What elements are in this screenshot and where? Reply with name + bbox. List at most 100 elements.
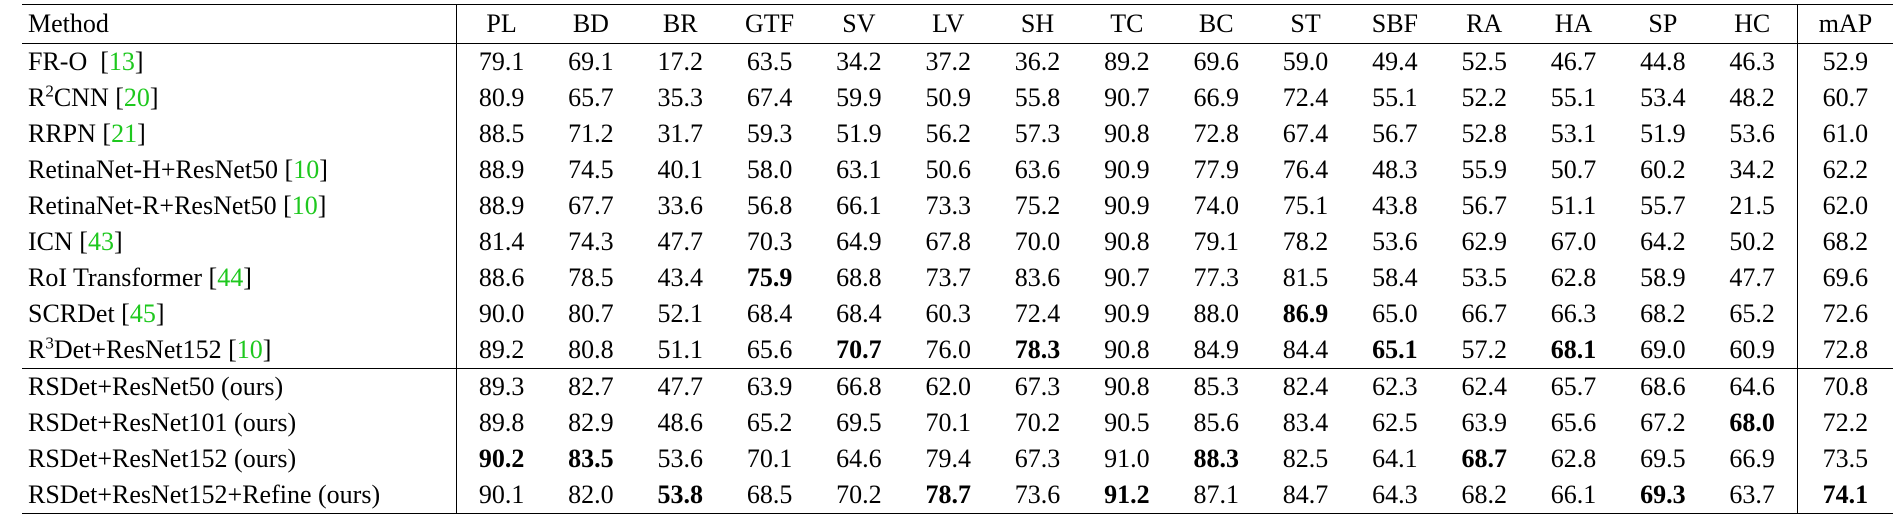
value-cell: 81.5: [1282, 263, 1329, 292]
value-cell: 65.1: [1372, 335, 1418, 364]
method-cell: SCRDet [45]: [22, 296, 457, 332]
value-cell: 72.6: [1796, 296, 1893, 332]
value-cell: 34.2: [836, 47, 882, 76]
column-header: HC: [1707, 4, 1798, 44]
value-cell: 73.6: [992, 477, 1083, 514]
value-cell: 55.7: [1640, 191, 1686, 220]
value-cell: 58.4: [1372, 263, 1418, 292]
method-text: ]: [113, 227, 123, 256]
value-cell: 64.1: [1372, 444, 1418, 473]
value-cell: 53.6: [1729, 119, 1775, 148]
value-cell: 65.2: [1729, 299, 1775, 328]
value-cell: 73.7: [925, 263, 971, 292]
value-cell: 72.8: [1796, 332, 1893, 369]
value-cell: 69.0: [1640, 335, 1686, 364]
value-cell: 63.1: [836, 155, 882, 184]
value-cell: 67.7: [568, 191, 614, 220]
table-row: R3Det+ResNet152 [10] 89.2 80.8 51.1 65.6 70.7…: [22, 332, 1893, 369]
citation: 44: [217, 263, 244, 292]
value-cell: 82.7: [546, 368, 636, 405]
value-cell: 83.4: [1282, 408, 1329, 437]
citation: 43: [87, 227, 114, 256]
value-cell: 90.2: [478, 444, 525, 473]
table-row: RSDet+ResNet101 (ours) 89.8 82.9 48.6 65.2 69…: [22, 405, 1893, 441]
value-cell: 80.7: [568, 299, 614, 328]
value-cell: 80.8: [568, 335, 614, 364]
value-cell: 69.3: [1618, 477, 1708, 514]
superscript: 2: [45, 81, 54, 101]
value-cell: 72.4: [1014, 299, 1061, 328]
value-cell: 88.0: [1193, 299, 1239, 328]
value-cell: 89.2: [478, 335, 525, 364]
column-header: SBF: [1350, 4, 1440, 44]
value-cell: 88.9: [478, 155, 525, 184]
value-cell: 66.1: [836, 191, 882, 220]
value-cell: 67.2: [1640, 408, 1686, 437]
value-cell: 59.9: [836, 83, 882, 112]
value-cell: 35.3: [657, 83, 703, 112]
value-cell: 62.4: [1439, 368, 1529, 405]
method-text: FR-O [: [28, 47, 109, 76]
method-text: RRPN [: [28, 119, 112, 148]
value-cell: 66.3: [1550, 299, 1597, 328]
value-cell: 36.2: [1014, 47, 1061, 76]
value-cell: 86.9: [1282, 299, 1329, 328]
method-text: R: [28, 83, 46, 112]
value-cell: 55.1: [1372, 83, 1418, 112]
value-cell: 64.3: [1350, 477, 1440, 514]
value-cell: 89.2: [1104, 47, 1150, 76]
value-cell: 63.9: [1461, 408, 1507, 437]
value-cell: 91.2: [1082, 477, 1172, 514]
column-header: Method: [22, 4, 457, 44]
method-cell: FR-O [13]: [22, 43, 457, 80]
value-cell: 77.3: [1193, 263, 1239, 292]
value-cell: 57.3: [1014, 119, 1061, 148]
column-header: PL: [456, 4, 547, 44]
value-cell: 52.9: [1796, 43, 1893, 80]
value-cell: 60.3: [925, 299, 971, 328]
method-cell: ICN [43]: [22, 224, 457, 260]
value-cell: 63.7: [1707, 477, 1798, 514]
value-cell: 66.9: [1729, 444, 1775, 473]
value-cell: 88.9: [478, 191, 525, 220]
method-cell: RRPN [21]: [22, 116, 457, 152]
table-row: RoI Transformer [44] 88.6 78.5 43.4 75.9 68.8…: [22, 260, 1893, 296]
value-cell: 64.6: [836, 444, 882, 473]
value-cell: 72.2: [1796, 405, 1893, 441]
value-cell: 53.6: [657, 444, 703, 473]
value-cell: 43.8: [1372, 191, 1418, 220]
value-cell: 74.5: [568, 155, 614, 184]
value-cell: 44.8: [1640, 47, 1686, 76]
value-cell: 70.2: [814, 477, 904, 514]
method-cell: RSDet+ResNet50 (ours): [22, 368, 457, 405]
value-cell: 72.8: [1193, 119, 1239, 148]
value-cell: 62.0: [1796, 188, 1893, 224]
method-cell: RSDet+ResNet101 (ours): [22, 405, 457, 441]
table-section: FR-O [13] 79.1 69.1 17.2 63.5 34.2 37.2 36.2 89.…: [22, 43, 1893, 369]
value-cell: 66.9: [1193, 83, 1239, 112]
value-cell: 62.5: [1372, 408, 1418, 437]
citation: 21: [111, 119, 138, 148]
citation: 10: [236, 335, 263, 364]
value-cell: 62.3: [1350, 368, 1440, 405]
value-cell: 90.9: [1104, 299, 1150, 328]
value-cell: 75.2: [1014, 191, 1061, 220]
method-text: ]: [319, 155, 328, 184]
column-header: ST: [1260, 4, 1351, 44]
value-cell: 84.9: [1193, 335, 1239, 364]
value-cell: 90.9: [1104, 191, 1150, 220]
value-cell: 50.9: [925, 83, 971, 112]
value-cell: 69.6: [1193, 47, 1239, 76]
value-cell: 53.4: [1640, 83, 1686, 112]
value-cell: 57.2: [1461, 335, 1507, 364]
value-cell: 65.6: [1550, 408, 1597, 437]
value-cell: 50.7: [1550, 155, 1597, 184]
value-cell: 90.7: [1104, 83, 1150, 112]
value-cell: 34.2: [1729, 155, 1775, 184]
method-text: RSDet+ResNet50 (ours): [28, 372, 284, 401]
value-cell: 70.0: [1014, 227, 1061, 256]
value-cell: 82.9: [568, 408, 614, 437]
value-cell: 78.5: [568, 263, 614, 292]
table-row: RetinaNet-R+ResNet50 [10] 88.9 67.7 33.6 56.…: [22, 188, 1893, 224]
value-cell: 69.5: [836, 408, 882, 437]
